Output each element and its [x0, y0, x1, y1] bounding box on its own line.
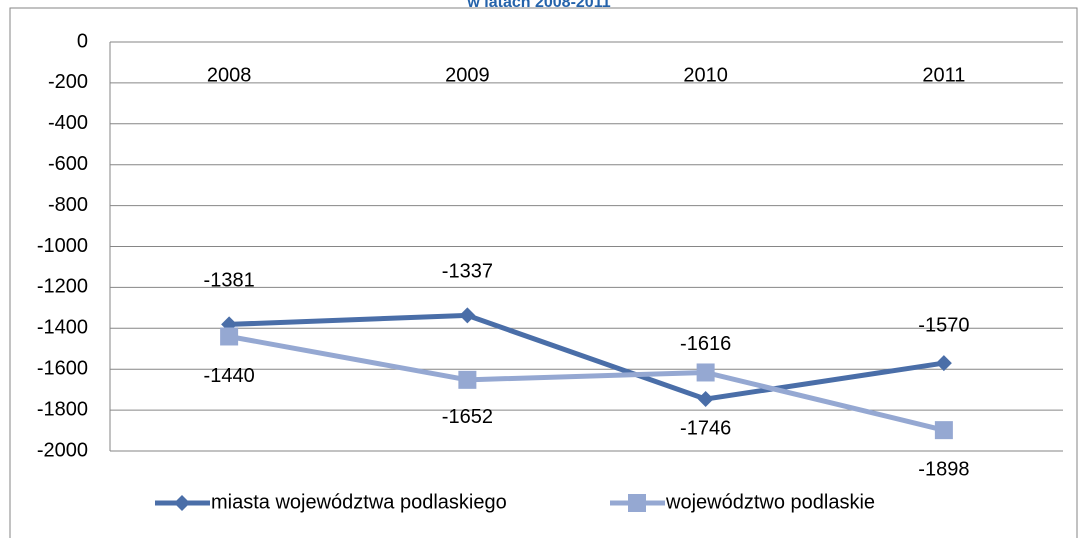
y-tick-label: 0: [77, 30, 88, 52]
data-label: -1381: [204, 270, 255, 292]
y-tick-label: -1600: [37, 357, 88, 379]
data-label: -1570: [918, 314, 969, 336]
y-tick-label: -1400: [37, 317, 88, 339]
marker: [458, 370, 477, 389]
marker: [628, 494, 646, 512]
x-tick-label: 2008: [207, 64, 252, 86]
x-tick-label: 2009: [445, 64, 490, 86]
marker: [174, 495, 190, 511]
x-tick-label: 2011: [922, 64, 965, 86]
data-label: -1898: [918, 458, 969, 480]
legend-label: miasta województwa podlaskiego: [211, 491, 507, 513]
y-tick-label: -1800: [37, 398, 88, 420]
y-tick-label: -1200: [37, 276, 88, 298]
marker: [220, 327, 239, 346]
legend-label: województwo podlaskie: [665, 491, 875, 513]
chart-border: [9, 7, 1078, 538]
data-label: -1440: [204, 365, 255, 387]
y-tick-label: -1000: [37, 235, 88, 257]
y-tick-label: -200: [48, 71, 88, 93]
chart-title: w latach 2008-2011: [466, 0, 610, 11]
series-line: [228, 334, 945, 433]
data-label: -1652: [442, 406, 493, 428]
marker: [459, 307, 476, 324]
y-tick-label: -2000: [37, 439, 88, 461]
x-tick-label: 2010: [683, 64, 728, 86]
y-tick-label: -600: [48, 153, 88, 175]
marker: [935, 355, 952, 372]
marker: [697, 391, 714, 408]
marker: [696, 363, 715, 382]
data-label: -1337: [442, 261, 493, 283]
y-tick-label: -400: [48, 112, 88, 134]
data-label: -1616: [680, 333, 731, 355]
marker: [934, 421, 953, 440]
data-label: -1746: [680, 417, 731, 439]
y-tick-label: -800: [48, 194, 88, 216]
series-line: [229, 312, 945, 402]
